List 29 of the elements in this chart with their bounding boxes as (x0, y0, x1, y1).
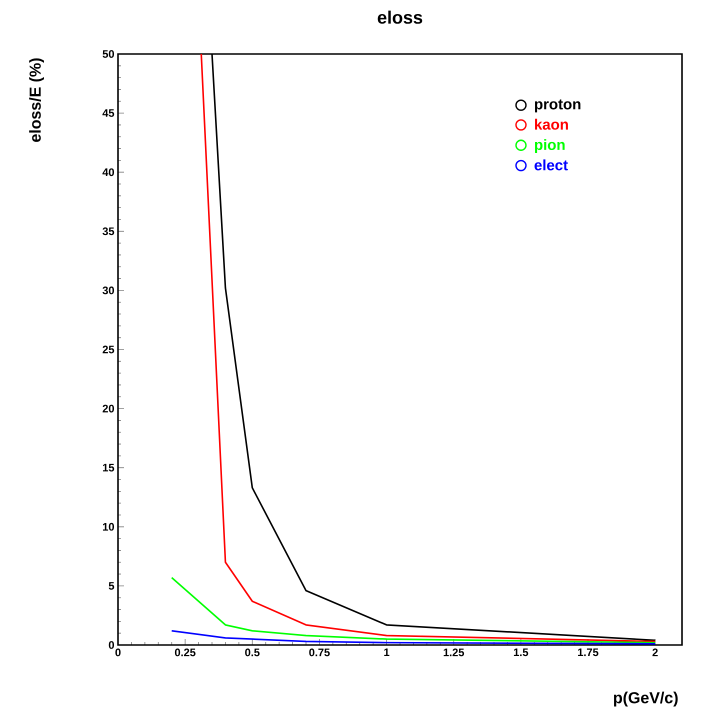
x-axis-title: p(GeV/c) (614, 692, 678, 707)
y-tick-label: 0 (108, 641, 114, 649)
y-tick-label: 10 (102, 522, 114, 531)
y-tick-label: 25 (102, 346, 114, 354)
chart-title: eloss (378, 10, 422, 24)
y-tick-label: 40 (102, 168, 114, 176)
x-tick-label: 1 (384, 648, 390, 656)
y-tick-label: 15 (102, 464, 114, 472)
line-series (170, 576, 656, 644)
x-tick-label: 1.75 (578, 648, 598, 656)
y-tick-label: 30 (102, 286, 114, 294)
x-tick-label: 1.5 (514, 648, 528, 656)
legend-label: kaon (535, 118, 568, 130)
line-series (170, 630, 656, 645)
legend-label: proton (534, 100, 580, 112)
x-tick-label: 0.25 (174, 648, 196, 656)
y-tick-label: 20 (102, 404, 114, 412)
y-tick-label: 45 (102, 109, 114, 117)
legend-label: pion (534, 139, 565, 154)
x-tick-label: 1.25 (444, 648, 464, 656)
y-tick-label: 35 (102, 227, 114, 236)
legend-label: elect (534, 159, 568, 170)
x-tick-label: 2 (652, 648, 658, 656)
y-tick-label: 5 (108, 582, 114, 590)
x-tick-label: 0.75 (309, 648, 330, 656)
x-tick-label: 0.5 (245, 648, 260, 656)
y-axis-title: eloss/E (%) (29, 58, 44, 142)
y-tick-label: 50 (102, 50, 114, 58)
x-tick-label: 0 (115, 648, 121, 656)
